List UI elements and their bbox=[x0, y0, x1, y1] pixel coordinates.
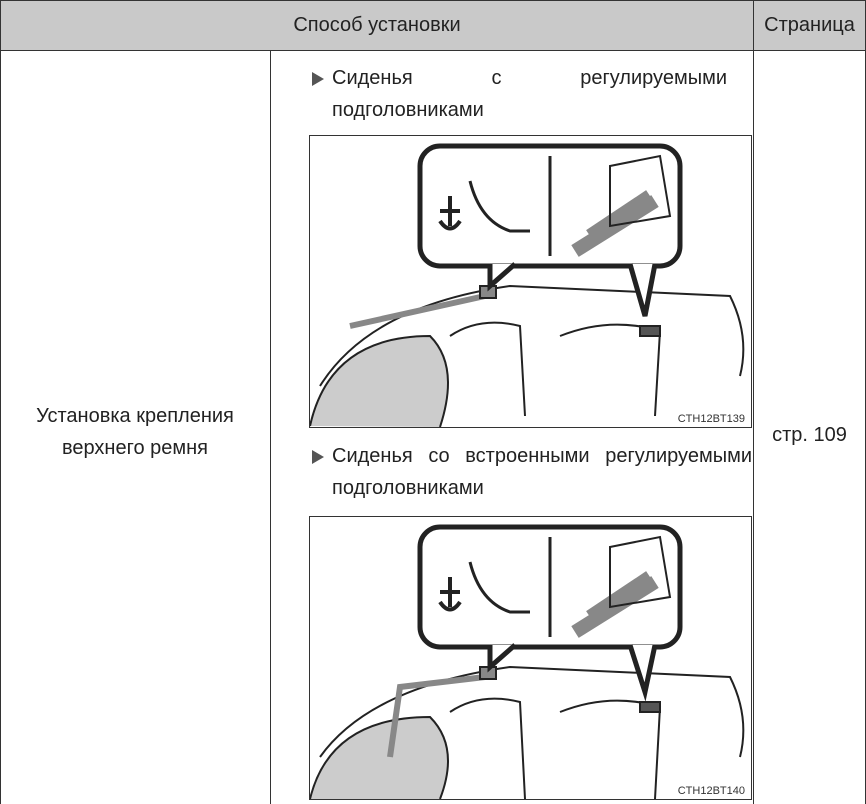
option-text: Сиденья с регулируемыми подголовниками bbox=[332, 67, 727, 121]
header-text: Способ установки bbox=[293, 14, 461, 36]
border bbox=[753, 50, 754, 804]
figure-caption: CTH12BT139 bbox=[677, 413, 745, 425]
header-text: Страница bbox=[764, 14, 855, 36]
header-cell: Способ установки bbox=[0, 0, 753, 51]
option: Сиденья с регулируемыми подголовниками bbox=[312, 62, 752, 126]
option: Сиденья со встроенными регулируемыми под… bbox=[312, 440, 752, 504]
method-text: Установка крепления верхнего ремня bbox=[36, 405, 234, 459]
border bbox=[0, 50, 1, 804]
bullet bbox=[312, 72, 324, 86]
header-cell: Страница bbox=[753, 0, 866, 51]
figure: CTH12BT139 bbox=[309, 135, 752, 428]
figure-caption: CTH12BT140 bbox=[677, 785, 745, 797]
illustration bbox=[309, 524, 745, 800]
page-ref: стр. 109 bbox=[772, 424, 847, 446]
option-text: Сиденья со встроенными регулируемыми под… bbox=[332, 445, 752, 499]
border bbox=[270, 50, 271, 804]
illustration bbox=[309, 143, 745, 428]
bullet bbox=[312, 450, 324, 464]
figure: CTH12BT140 bbox=[309, 516, 752, 800]
